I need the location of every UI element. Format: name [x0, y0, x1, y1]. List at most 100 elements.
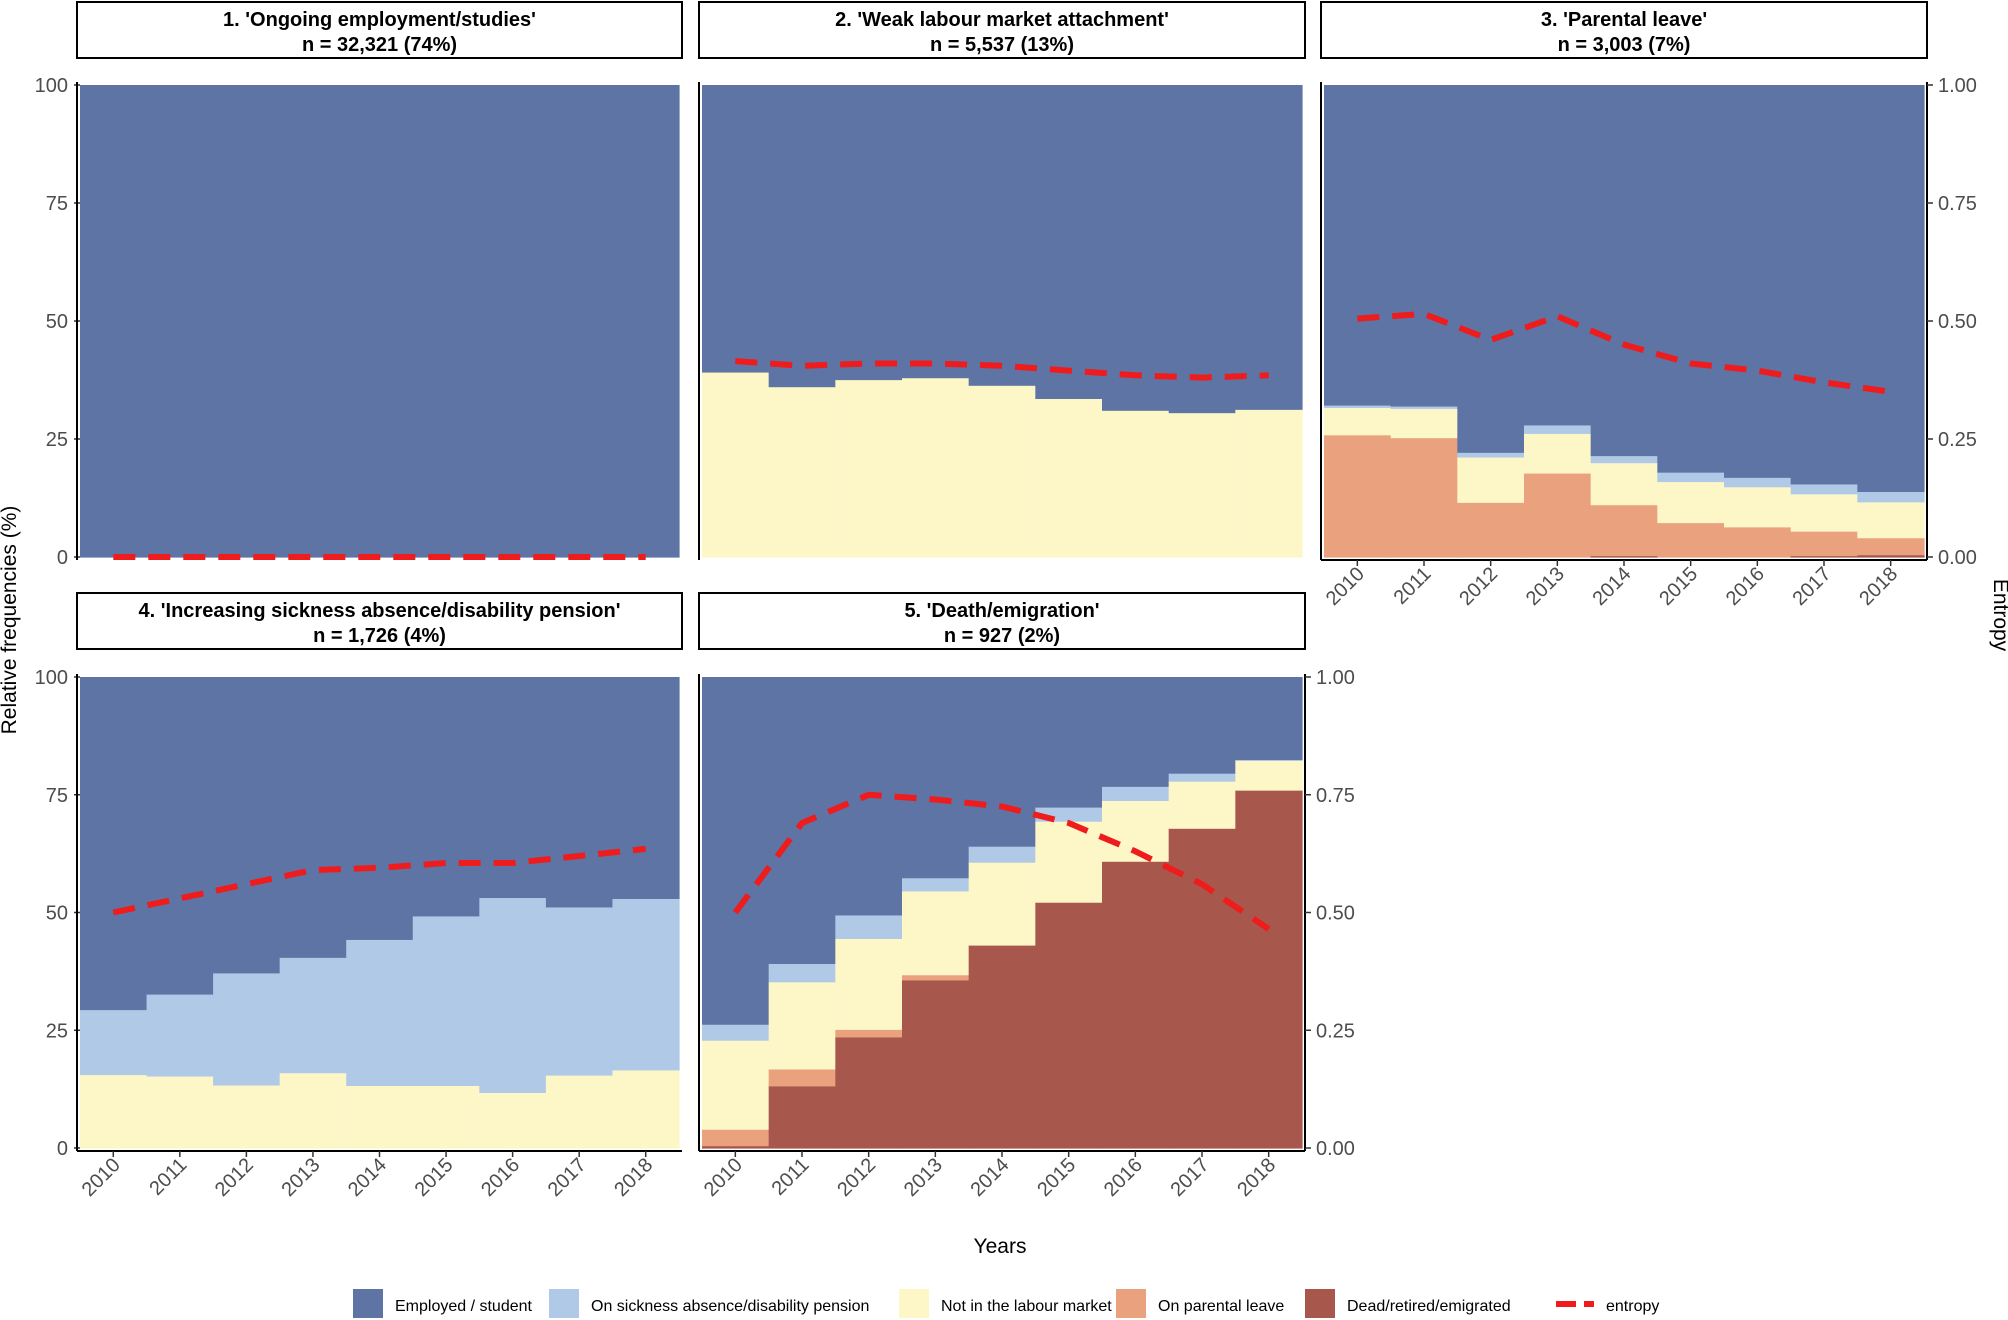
bar-employed-2010: [1324, 85, 1392, 406]
entropy-line: [735, 358, 1269, 381]
bar-dead-2010: [702, 1145, 770, 1149]
bar-not_lm-2012: [1457, 456, 1525, 503]
x-tick-label: 2017: [1789, 563, 1836, 610]
x-tick-label: 2016: [1100, 1154, 1147, 1201]
panel-title: 1. 'Ongoing employment/studies': [223, 9, 536, 31]
bar-not_lm-2018: [612, 1069, 680, 1149]
bar-sickness-2013: [279, 957, 347, 1074]
y2-tick-label: 0.25: [1316, 1020, 1355, 1042]
legend-swatch-not_lm: [899, 1289, 929, 1318]
bar-not_lm-2016: [479, 1092, 547, 1149]
bar-parental-2016: [1724, 526, 1792, 558]
panels: 1. 'Ongoing employment/studies' n = 32,32…: [76, 1, 1928, 1149]
y2-tick-label: 0.75: [1316, 785, 1355, 807]
bar-not_lm-2014: [1590, 462, 1658, 506]
y-axis-title: Relative frequencies (%): [0, 506, 21, 735]
bar-parental-2010: [702, 1129, 770, 1147]
bar-employed-2013: [279, 85, 347, 558]
bar-sickness-2014: [346, 939, 414, 1086]
bar-parental-2012: [1457, 502, 1525, 558]
panel-strip: [698, 1, 1306, 59]
bar-sickness-2012: [213, 972, 281, 1086]
panel-strip: [698, 592, 1306, 650]
bar-sickness-2015: [1657, 472, 1725, 483]
bar-employed-2016: [479, 85, 547, 558]
bar-not_lm-2014: [968, 862, 1036, 946]
entropy-line: [1357, 310, 1892, 395]
x-tick-label: 2012: [1455, 563, 1502, 610]
bar-employed-2014: [346, 677, 414, 940]
bar-employed-2014: [968, 677, 1036, 847]
x-tick-label: 2013: [900, 1154, 947, 1201]
x-tick-label: 2010: [78, 1154, 125, 1201]
bar-sickness-2015: [412, 915, 480, 1086]
x-tick-label: 2014: [1589, 563, 1636, 610]
bar-employed-2015: [1035, 677, 1103, 808]
bar-employed-2017: [1168, 85, 1236, 414]
x-tick-label: 2014: [344, 1154, 391, 1201]
bar-employed-2016: [1102, 85, 1170, 411]
bar-employed-2017: [1168, 677, 1236, 774]
bar-employed-2012: [1457, 85, 1525, 453]
bar-employed-2013: [902, 85, 970, 379]
bar-dead-2012: [835, 1036, 903, 1149]
bar-not_lm-2015: [1035, 398, 1103, 558]
bar-employed-2016: [1724, 85, 1792, 478]
x-tick-label: 2013: [277, 1154, 324, 1201]
legend-swatch-dead: [1305, 1289, 1335, 1318]
bar-not_lm-2018: [1235, 760, 1303, 791]
panel-4: 4. 'Increasing sickness absence/disabili…: [76, 592, 683, 1149]
y-tick-label: 100: [35, 75, 68, 97]
bar-sickness-2016: [479, 897, 547, 1094]
panel-1: 1. 'Ongoing employment/studies' n = 32,32…: [76, 1, 683, 560]
bar-employed-2015: [1035, 85, 1103, 400]
bar-employed-2011: [146, 85, 214, 558]
x-tick-label: 2015: [1033, 1154, 1080, 1201]
x-tick-label: 2017: [1167, 1154, 1214, 1201]
legend-label-entropy: entropy: [1606, 1298, 1659, 1315]
bar-parental-2017: [1790, 531, 1858, 557]
y2-tick-label: 0.25: [1938, 429, 1977, 451]
bar-sickness-2017: [545, 906, 614, 1076]
x-tick-label: 2013: [1522, 563, 1569, 610]
bar-employed-2017: [545, 85, 614, 558]
x-tick-label: 2010: [700, 1154, 747, 1201]
bar-employed-2014: [1590, 85, 1658, 457]
y-tick-label: 75: [46, 785, 68, 807]
bar-sickness-2011: [1390, 405, 1458, 409]
x-tick-label: 2011: [145, 1154, 191, 1200]
y-tick-label: 50: [46, 903, 68, 925]
bar-not_lm-2016: [1102, 410, 1170, 558]
bar-sickness-2018: [1235, 759, 1303, 761]
panel-subtitle: n = 927 (2%): [944, 625, 1060, 647]
bar-not_lm-2013: [902, 890, 970, 976]
x-tick-label: 2015: [1655, 563, 1702, 610]
bar-parental-2013: [1524, 472, 1592, 558]
legend-label-sickness: On sickness absence/disability pension: [591, 1298, 869, 1315]
bar-not_lm-2015: [412, 1085, 480, 1149]
bar-employed-2016: [1102, 677, 1170, 787]
bar-sickness-2018: [1857, 491, 1925, 503]
bar-not_lm-2011: [768, 981, 836, 1070]
bar-sickness-2014: [968, 846, 1036, 863]
bar-sickness-2016: [1724, 477, 1792, 488]
bar-employed-2011: [1390, 85, 1458, 407]
bar-sickness-2010: [702, 1024, 770, 1041]
y2-tick-label: 0.50: [1938, 311, 1977, 333]
bar-not_lm-2016: [1724, 486, 1792, 528]
bar-sickness-2010: [1324, 405, 1392, 408]
panel-2: 2. 'Weak labour market attachment' n = 5,…: [698, 1, 1306, 558]
bar-employed-2013: [902, 677, 970, 879]
bar-employed-2010: [80, 85, 148, 558]
bar-not_lm-2010: [702, 1040, 770, 1130]
panel-title: 3. 'Parental leave': [1541, 9, 1707, 31]
legend-label-not_lm: Not in the labour market: [941, 1298, 1112, 1315]
x-tick-label: 2015: [411, 1154, 458, 1201]
y2-tick-label: 0.50: [1316, 903, 1355, 925]
bar-parental-2015: [1657, 522, 1725, 558]
bar-not_lm-2011: [768, 386, 836, 558]
bar-dead-2014: [968, 944, 1036, 1149]
bar-not_lm-2010: [1324, 407, 1392, 436]
x-tick-label: 2010: [1322, 563, 1369, 610]
